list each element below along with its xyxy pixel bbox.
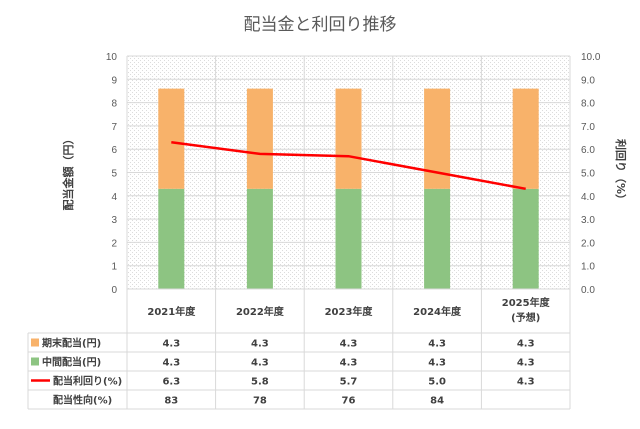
table-cell: 6.3 [162, 377, 180, 388]
bar-segment [424, 188, 451, 289]
category-label: 2023年度 [325, 305, 374, 318]
legend-swatch [31, 338, 39, 347]
table-cell: 5.8 [251, 377, 269, 388]
y-tick-label: 5 [111, 169, 117, 180]
category-label: 2022年度 [236, 305, 285, 318]
table-cell: 4.3 [517, 377, 535, 388]
table-cell: 83 [164, 396, 178, 407]
yield-line [171, 140, 526, 191]
y-tick-label: 8 [111, 99, 117, 110]
row-label: 配当利回り(%) [53, 375, 122, 388]
yield-line-path [171, 140, 526, 191]
data-table: 2021年度 2022年度 2023年度 2024年度 2025年度(予想) 期末配当(円… [27, 288, 571, 410]
category-label: 2021年度 [147, 305, 196, 318]
right-axis-ticks: 0.0 1.0 2.0 3.0 4.0 5.0 6.0 7.0 8.0 9.0 10.0 [581, 52, 601, 296]
bar-segment [246, 188, 273, 289]
row-label: 期末配当(円) [42, 337, 101, 350]
y2-tick-label: 1.0 [581, 262, 595, 273]
category-label: 2025年度(予想) [502, 296, 551, 324]
table-cell: 5.7 [340, 377, 358, 388]
y2-tick-label: 8.0 [581, 99, 595, 110]
row-label: 配当性向(%) [53, 394, 112, 407]
left-axis-ticks: 0 1 2 3 4 5 6 7 8 9 10 [106, 52, 118, 296]
table-cell: 4.3 [251, 339, 269, 350]
y2-tick-label: 7.0 [581, 122, 595, 133]
table-cell: 4.3 [162, 358, 180, 369]
y2-tick-label: 9.0 [581, 75, 595, 86]
table-cell: 4.3 [162, 339, 180, 350]
y-tick-label: 10 [106, 52, 118, 63]
y-tick-label: 3 [111, 215, 117, 226]
table-cell: 5.0 [428, 377, 446, 388]
table-cell: 4.3 [428, 339, 446, 350]
y2-tick-label: 5.0 [581, 169, 595, 180]
y2-tick-label: 0.0 [581, 285, 595, 296]
bar-segment [158, 88, 185, 189]
category-label: 2024年度 [413, 305, 462, 318]
y-tick-label: 7 [111, 122, 117, 133]
y-tick-label: 1 [111, 262, 117, 273]
bar-segment [512, 88, 539, 189]
table-cell: 76 [342, 396, 356, 407]
bar-segment [158, 188, 185, 289]
table-cell: 4.3 [251, 358, 269, 369]
table-cell: 4.3 [517, 339, 535, 350]
y2-axis-title: 利回り（%） [614, 139, 628, 205]
y2-tick-label: 2.0 [581, 238, 595, 249]
y2-tick-label: 4.0 [581, 192, 595, 203]
y2-tick-label: 10.0 [581, 52, 601, 63]
y2-tick-label: 3.0 [581, 215, 595, 226]
row-label: 中間配当(円) [42, 356, 101, 369]
bar-segment [335, 88, 362, 189]
table-cell: 84 [430, 396, 444, 407]
y-tick-label: 9 [111, 75, 117, 86]
chart-title: 配当金と利回り推移 [244, 15, 397, 35]
y-axis-title: 配当金額（円） [61, 134, 75, 211]
bar-segment [335, 188, 362, 289]
y-tick-label: 2 [111, 238, 117, 249]
y2-tick-label: 6.0 [581, 145, 595, 156]
legend-swatch [31, 357, 39, 366]
table-cell: 4.3 [340, 339, 358, 350]
bar-segment [246, 88, 273, 189]
table-cell: 4.3 [428, 358, 446, 369]
table-cell: 4.3 [340, 358, 358, 369]
y-tick-label: 6 [111, 145, 117, 156]
y-tick-label: 4 [111, 192, 117, 203]
bars [158, 88, 539, 289]
bar-segment [512, 188, 539, 289]
y-tick-label: 0 [111, 285, 117, 296]
table-cell: 78 [253, 396, 267, 407]
table-cell: 4.3 [517, 358, 535, 369]
